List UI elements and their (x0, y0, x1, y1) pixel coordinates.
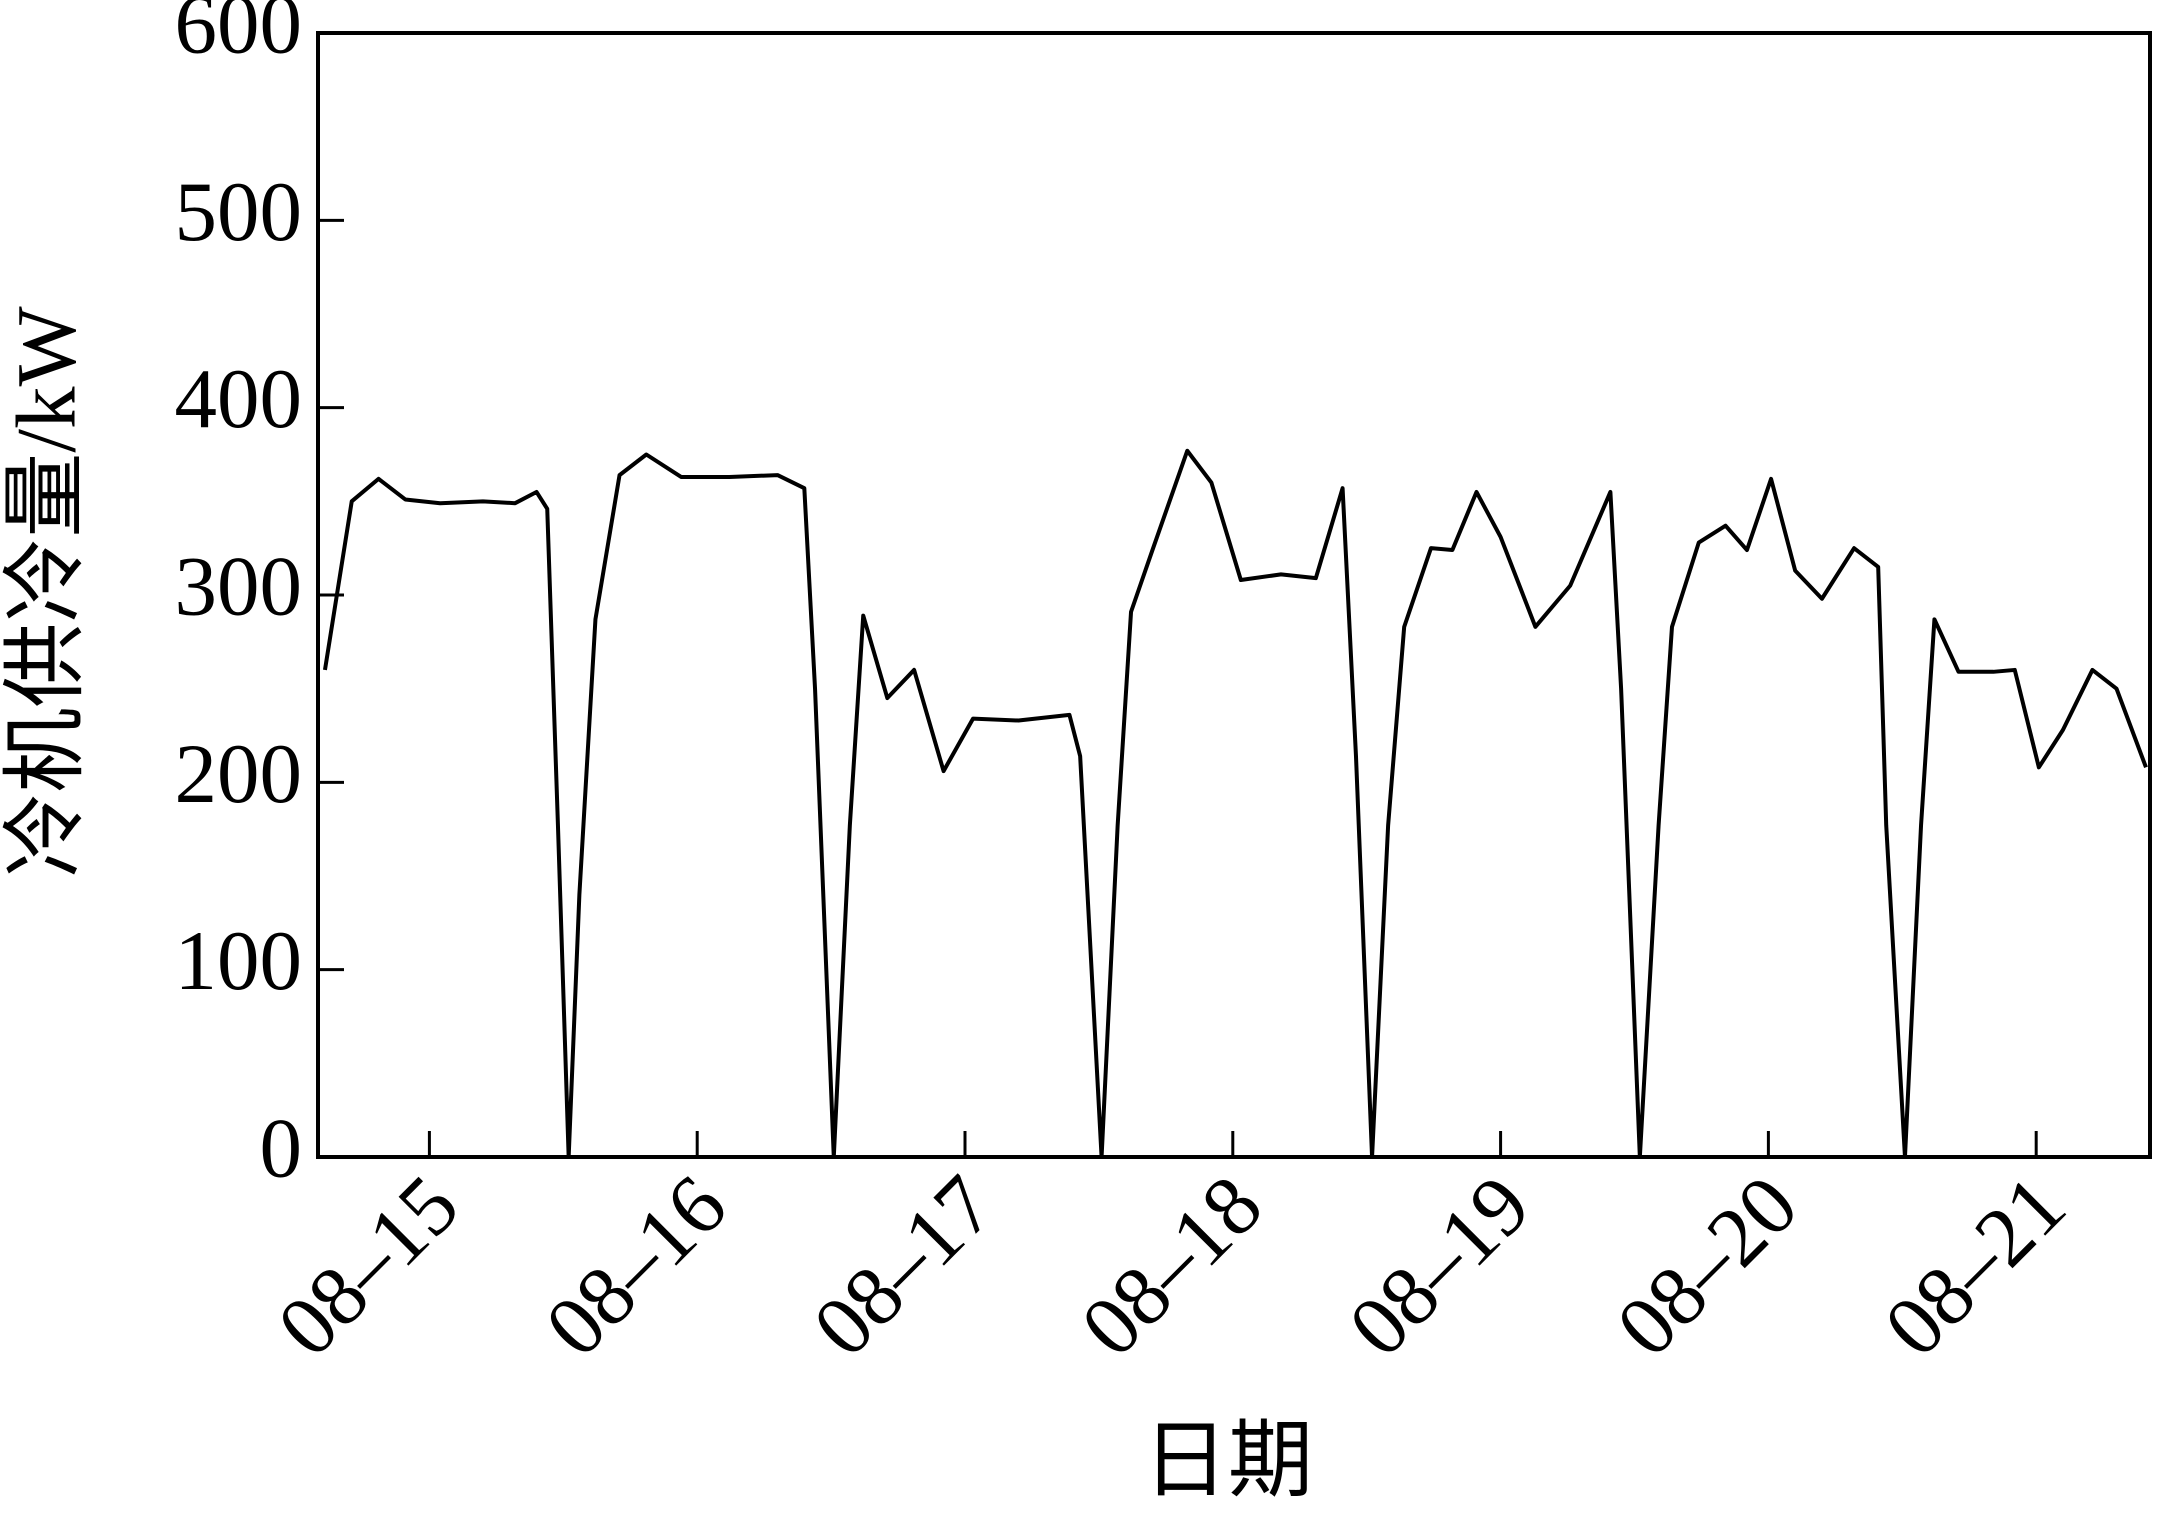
y-tick-label: 100 (175, 914, 303, 1008)
y-tick-label: 500 (175, 165, 303, 259)
plot-frame (316, 31, 2152, 1159)
y-tick-label: 200 (175, 727, 303, 821)
y-tick-label: 400 (175, 352, 303, 446)
y-tick-label: 0 (260, 1102, 303, 1196)
x-tick-label: 08–20 (1599, 1158, 1816, 1375)
x-tick-label: 08–18 (1063, 1158, 1280, 1375)
x-tick-label: 08–16 (528, 1158, 745, 1375)
y-tick-label: 300 (175, 540, 303, 634)
x-tick-label: 08–21 (1867, 1158, 2084, 1375)
y-axis-label: 冷机供冷量/kW (0, 306, 94, 878)
x-tick-label: 08–19 (1331, 1158, 1548, 1375)
data-line (322, 448, 2148, 1159)
x-tick-label: 08–17 (795, 1158, 1012, 1375)
y-tick-label: 600 (175, 0, 303, 72)
x-axis-label: 日期 (1143, 1415, 1313, 1509)
